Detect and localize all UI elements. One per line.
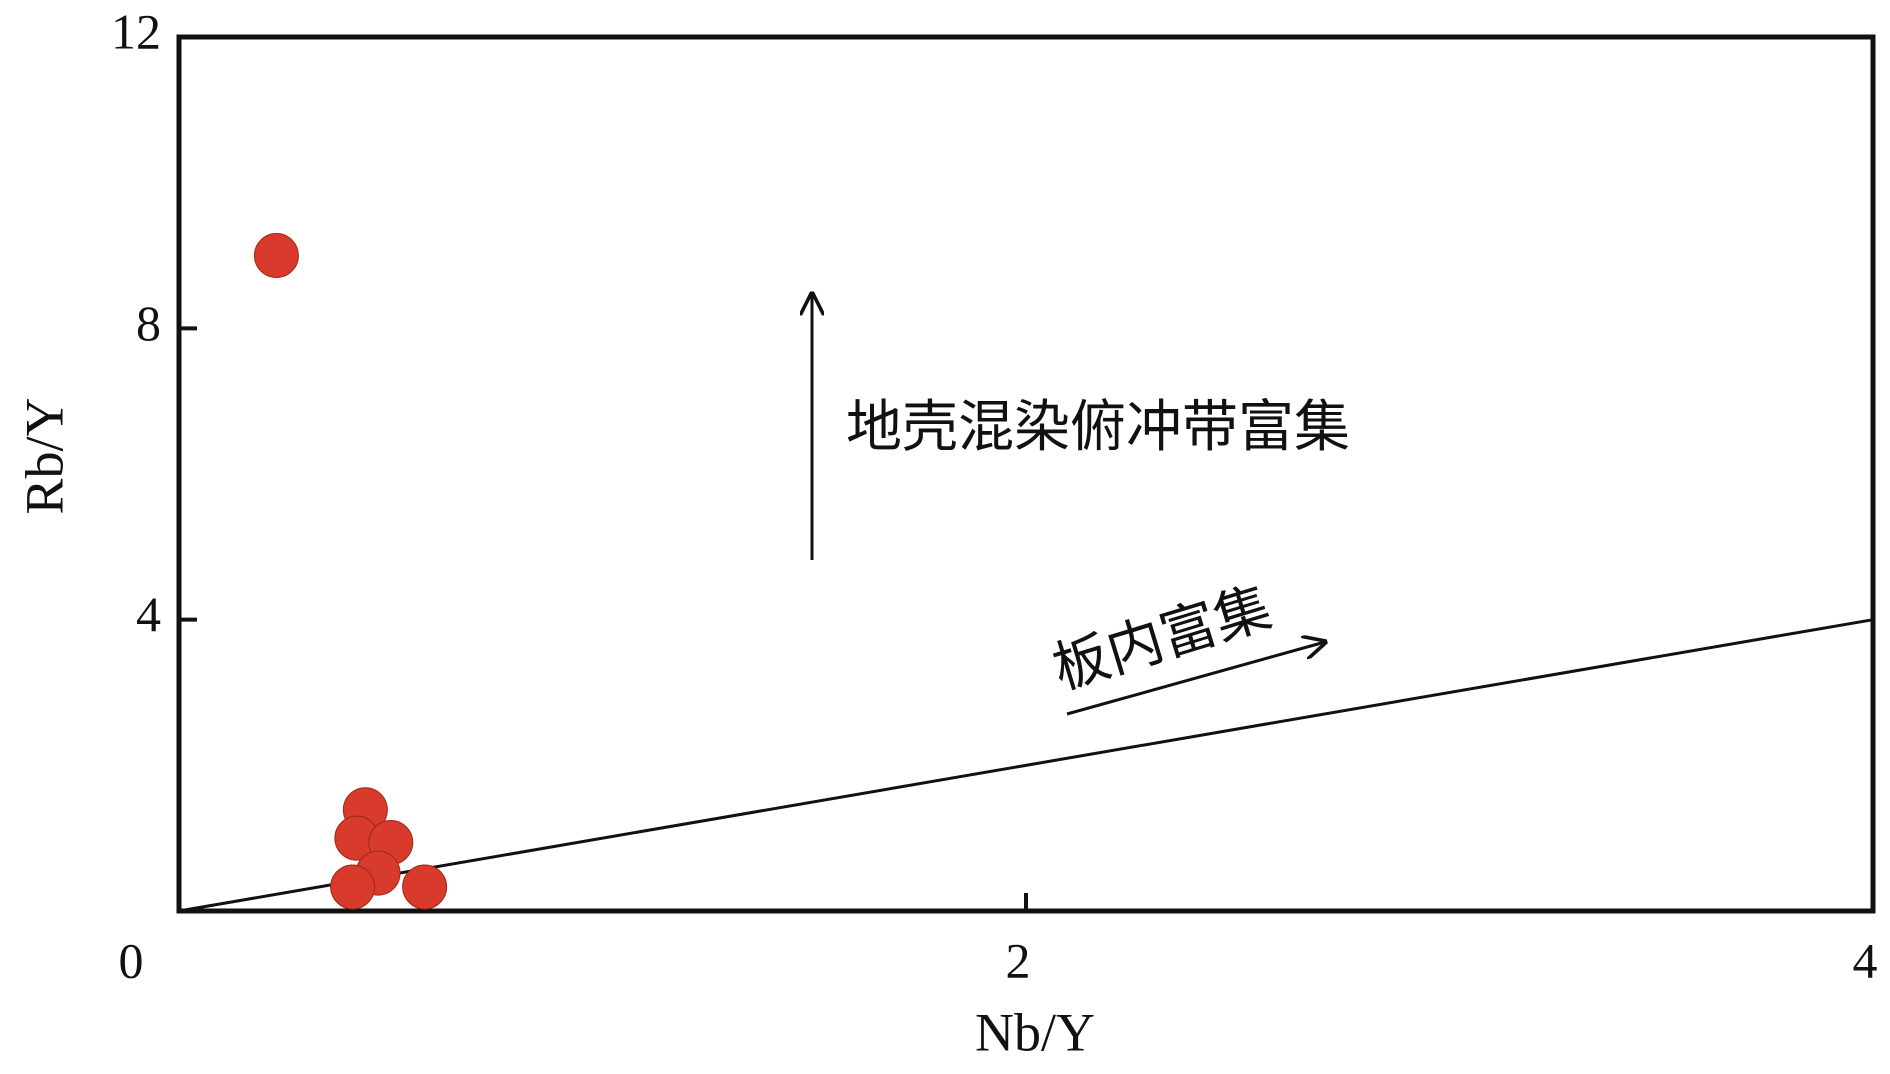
point [253, 233, 299, 278]
plot-frame [176, 34, 1876, 914]
x-tick-label: 2 [1006, 932, 1031, 988]
annotation: 地壳混染俯冲带富集 [846, 395, 1350, 460]
y-tick-label: 8 [136, 295, 161, 351]
reference-line [178, 618, 1874, 913]
x-axis-title: Nb/Y [975, 1002, 1095, 1062]
x-tick-label: 0 [119, 932, 144, 988]
annotation: 板内富集 [1045, 575, 1278, 703]
y-axis-title: Rb/Y [14, 397, 74, 514]
arrow [1066, 642, 1325, 716]
y-tick-label: 12 [111, 3, 161, 59]
y-tick-label: 4 [136, 586, 161, 642]
point [330, 864, 376, 910]
x-tick-label: 4 [1853, 932, 1878, 988]
point [402, 864, 448, 910]
